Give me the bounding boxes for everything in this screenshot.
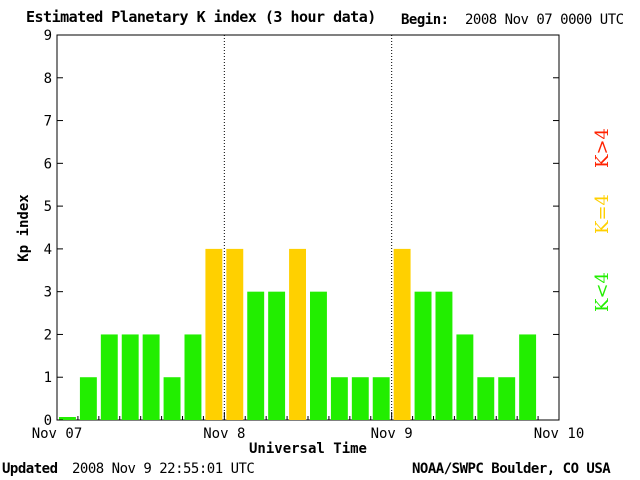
kp-bar: [59, 417, 76, 420]
updated-label: Updated: [2, 461, 58, 477]
kp-bar: [121, 334, 139, 420]
kp-bar: [310, 291, 327, 420]
y-tick-label: 3: [44, 285, 52, 301]
y-tick-label: 5: [44, 199, 52, 215]
y-axis: 0 1 2 3 4 5 6 7 8 9: [44, 28, 559, 429]
begin-label: Begin:: [401, 12, 449, 28]
x-axis-label: Universal Time: [249, 441, 367, 457]
kp-bar: [205, 248, 223, 420]
x-tick-label: Nov 10: [534, 426, 585, 442]
bars-group: [59, 248, 537, 420]
y-tick-label: 9: [44, 28, 52, 44]
kp-bar: [226, 248, 244, 420]
kp-bar: [351, 377, 369, 420]
y-tick-label: 1: [44, 370, 52, 386]
y-tick-label: 7: [44, 114, 52, 130]
kp-bar: [435, 291, 453, 420]
x-tick-label: Nov 9: [371, 426, 413, 442]
kp-bar: [100, 334, 118, 420]
kp-bar: [414, 291, 432, 420]
x-tick-label: Nov 07: [32, 426, 83, 442]
x-axis: Nov 07 Nov 8 Nov 9 Nov 10: [32, 35, 585, 442]
kp-bar: [268, 291, 286, 420]
legend-k-equal-4: K=4: [592, 194, 613, 234]
kp-bar: [372, 377, 390, 420]
begin-value: 2008 Nov 07 0000 UTC: [465, 12, 624, 28]
kp-bar: [79, 377, 97, 420]
updated-value: 2008 Nov 9 22:55:01 UTC: [72, 461, 255, 477]
x-tick-label: Nov 8: [203, 426, 245, 442]
kp-bar: [142, 334, 160, 420]
kp-bar: [393, 248, 411, 420]
kp-bar: [519, 334, 537, 420]
legend-k-greater-4: K>4: [592, 128, 613, 168]
kp-bar: [289, 248, 306, 420]
y-axis-label: Kp index: [16, 194, 32, 262]
kp-bar: [163, 377, 181, 420]
y-tick-label: 2: [44, 327, 52, 343]
y-tick-label: 6: [44, 156, 52, 172]
y-tick-label: 4: [44, 242, 52, 258]
kp-bar: [456, 334, 474, 420]
chart-title: Estimated Planetary K index (3 hour data…: [26, 8, 376, 26]
kp-bar: [184, 334, 202, 420]
legend-k-less-4: K<4: [592, 272, 613, 312]
kp-bar: [247, 291, 265, 420]
y-tick-label: 8: [44, 71, 52, 87]
kp-bar: [498, 377, 516, 420]
credit-text: NOAA/SWPC Boulder, CO USA: [412, 461, 611, 477]
y-tick-label: 0: [44, 413, 52, 429]
kp-bar: [477, 377, 495, 420]
kp-bar: [330, 377, 348, 420]
